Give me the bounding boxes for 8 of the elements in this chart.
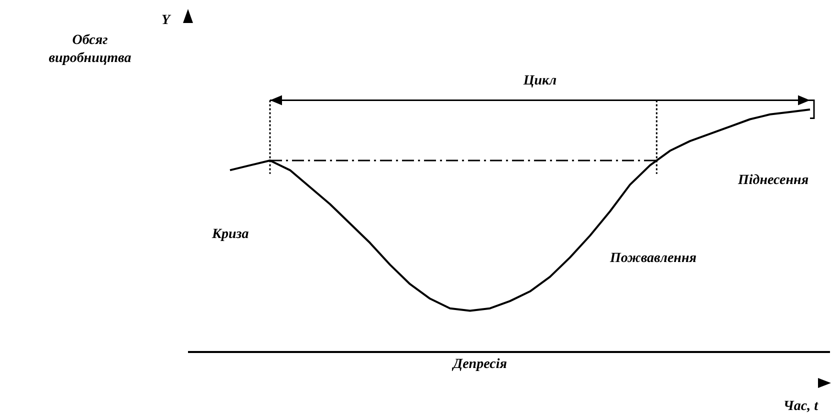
text: Депресія — [451, 357, 507, 372]
annotation: Криза — [211, 227, 249, 242]
text: Y — [161, 13, 172, 28]
x-axis-title: Час, t — [783, 399, 820, 414]
annotation: Пожвавлення — [609, 251, 696, 266]
text: Обсяг виробництва — [48, 33, 132, 66]
annotation: Піднесення — [737, 173, 809, 188]
text: Цикл — [522, 73, 557, 88]
